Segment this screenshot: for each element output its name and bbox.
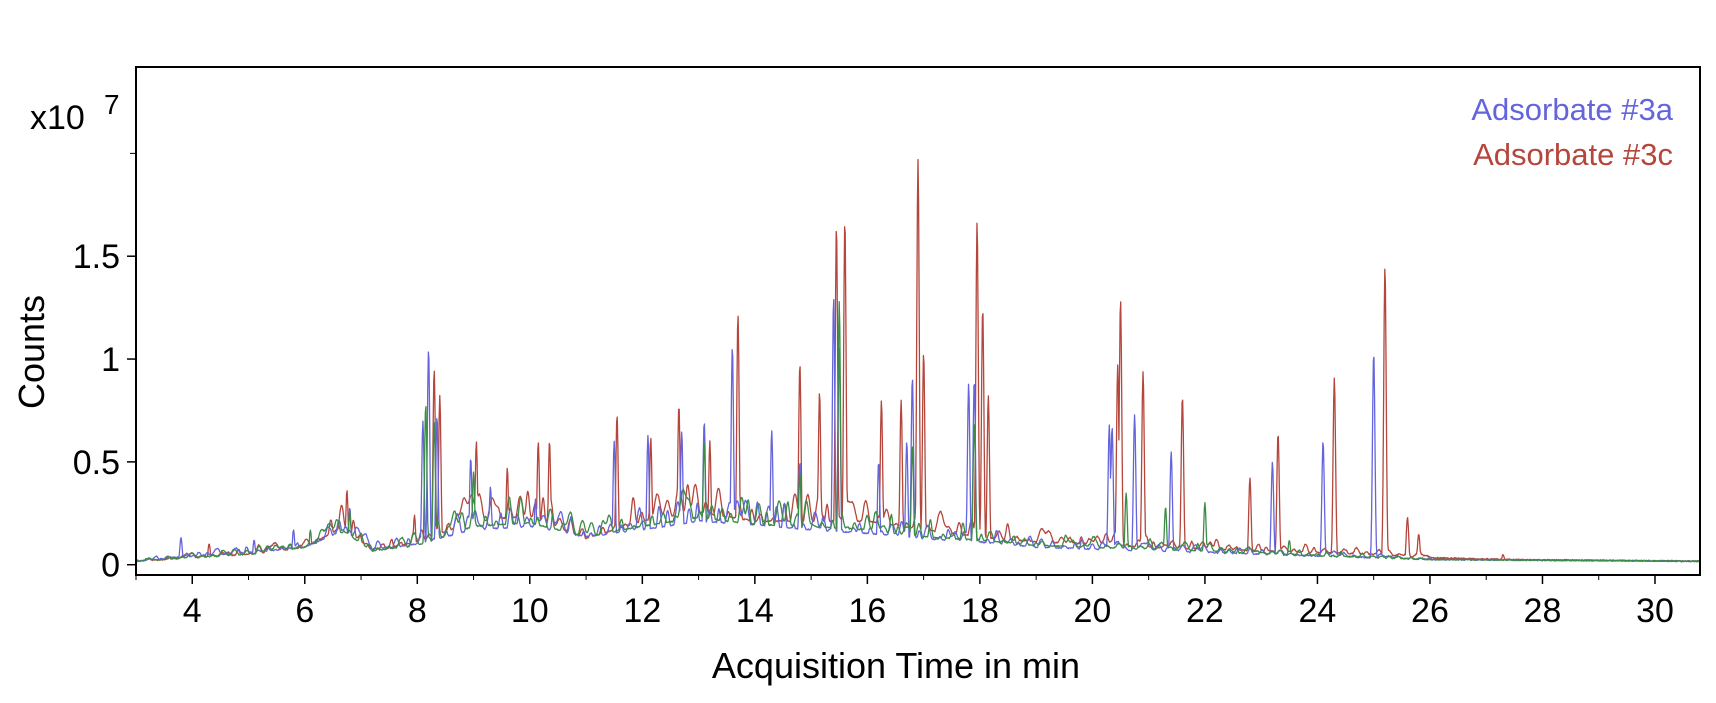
legend-entry-3c: Adsorbate #3c xyxy=(1473,137,1673,172)
y-axis-title: Counts xyxy=(11,295,52,409)
x-tick-label: 4 xyxy=(183,592,202,630)
series-line-1 xyxy=(135,159,1701,563)
y-tick-label: 1 xyxy=(101,341,120,379)
x-axis-title: Acquisition Time in min xyxy=(712,645,1080,686)
x-tick-label: 6 xyxy=(295,592,314,630)
y-tick-label: 1.5 xyxy=(73,238,120,276)
legend-entry-3a: Adsorbate #3a xyxy=(1471,92,1673,127)
y-tick-label: 0 xyxy=(101,547,120,585)
x-tick-label: 30 xyxy=(1636,592,1674,630)
axis-layer: 4 6 8 10 12 14 16 18 20 22 24 26 28 30 0 0.5 1 1.5 xyxy=(73,66,1701,630)
x-tick-label: 26 xyxy=(1411,592,1449,630)
series-line-2 xyxy=(135,300,1701,563)
x-tick-label: 8 xyxy=(408,592,427,630)
series-layer xyxy=(135,159,1701,563)
x-tick-label: 14 xyxy=(736,592,774,630)
x-tick-label: 12 xyxy=(623,592,661,630)
plot-frame xyxy=(135,66,1701,576)
x-tick-label: 10 xyxy=(511,592,549,630)
x-tick-label: 18 xyxy=(961,592,999,630)
x-tick-label: 16 xyxy=(848,592,886,630)
series-line-0 xyxy=(135,299,1701,563)
x-tick-label: 24 xyxy=(1299,592,1337,630)
x-tick-label: 28 xyxy=(1524,592,1562,630)
y-multiplier-label: x10 xyxy=(30,99,85,137)
x-tick-label: 20 xyxy=(1073,592,1111,630)
x-tick-label: 22 xyxy=(1186,592,1224,630)
y-tick-label: 0.5 xyxy=(73,444,120,482)
y-multiplier-exponent: 7 xyxy=(104,89,120,120)
